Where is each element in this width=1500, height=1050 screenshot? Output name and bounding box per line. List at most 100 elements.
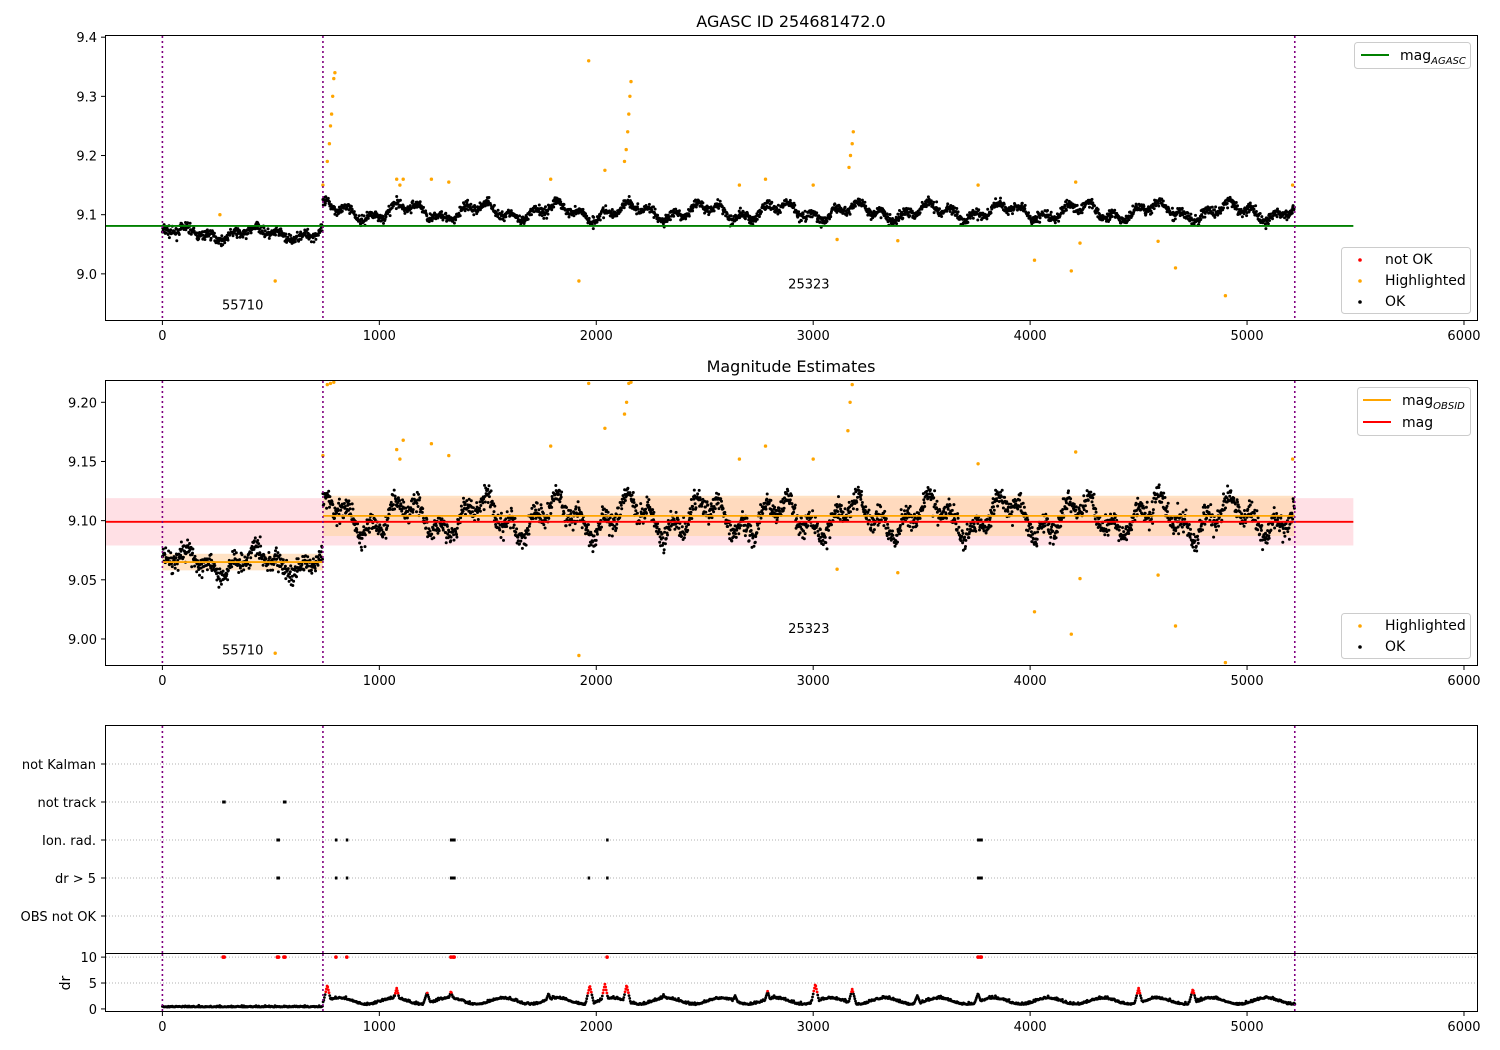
ok-point [1047, 522, 1051, 526]
ok-point [238, 558, 242, 562]
ok-point [314, 237, 318, 241]
ok-point [422, 516, 425, 520]
ok-point [1150, 211, 1154, 215]
ok-point [619, 503, 623, 507]
ok-point [591, 227, 595, 231]
ok-point [684, 217, 688, 221]
ok-point [259, 544, 263, 548]
highlighted-point [331, 94, 335, 99]
ok-point [801, 212, 805, 216]
ok-point [1019, 491, 1023, 495]
ok-point [526, 528, 530, 532]
ok-point [1023, 203, 1027, 207]
ok-point [415, 501, 419, 505]
ok-point [799, 516, 803, 520]
ok-point [725, 212, 729, 216]
ok-point [592, 215, 596, 219]
ok-point [687, 214, 691, 218]
ok-point [249, 556, 253, 560]
ok-point [1264, 227, 1268, 231]
ok-point [598, 218, 602, 222]
ok-point [1043, 524, 1047, 528]
ok-point [965, 522, 969, 526]
ok-point [950, 508, 954, 512]
ok-point [434, 524, 438, 527]
ok-point [843, 507, 847, 511]
ok-point [1001, 506, 1005, 510]
ok-point [1093, 204, 1096, 208]
ok-point [476, 518, 480, 521]
ok-point [355, 530, 359, 534]
ok-point [886, 526, 890, 530]
ok-point [249, 231, 253, 235]
ok-point [955, 528, 959, 532]
ok-point [984, 531, 988, 535]
ok-point [539, 503, 543, 507]
ok-point [1038, 216, 1042, 220]
ok-point [192, 226, 196, 230]
ok-point [501, 530, 505, 534]
ok-point [509, 526, 512, 530]
ok-point [264, 557, 268, 561]
ok-point [562, 511, 566, 515]
highlighted-point [848, 153, 853, 158]
ok-point [549, 512, 553, 515]
ok-point [863, 200, 867, 204]
ok-point [1152, 207, 1156, 211]
ok-point [782, 506, 786, 510]
ok-point [289, 564, 293, 568]
ok-point [368, 530, 371, 534]
ok-point [608, 516, 612, 520]
ok-point [932, 211, 936, 215]
ok-point [422, 205, 425, 209]
ok-point [1213, 215, 1217, 219]
ok-point [513, 516, 517, 520]
ok-point [173, 563, 177, 566]
ok-point [741, 510, 744, 514]
ok-point [440, 210, 444, 214]
ok-point [514, 530, 518, 534]
ok-point [201, 569, 205, 573]
ok-point [620, 206, 624, 210]
ok-point [964, 545, 967, 548]
ok-point [677, 209, 681, 213]
ok-point [562, 203, 566, 206]
ok-point [235, 236, 239, 239]
ok-point [731, 222, 735, 226]
ok-point [828, 536, 832, 540]
ok-point [961, 541, 965, 545]
ok-point [1042, 530, 1046, 534]
ok-point [328, 200, 331, 204]
ok-point [381, 535, 385, 539]
ok-point [712, 510, 716, 514]
ok-point [566, 210, 570, 214]
ok-point [416, 505, 420, 508]
ok-point [573, 204, 577, 208]
ok-point [1194, 213, 1197, 217]
ok-point [310, 571, 314, 575]
ok-point [1199, 218, 1203, 221]
ok-point [701, 201, 705, 205]
ok-point [1053, 221, 1057, 225]
legend-label-main: mag [1400, 48, 1431, 64]
ok-point [726, 525, 730, 528]
ok-point [209, 552, 213, 556]
ok-point [328, 495, 332, 499]
x-tick-label: 2000 [580, 329, 613, 344]
ok-point [829, 215, 833, 219]
ok-point [884, 517, 888, 521]
ok-point [645, 511, 648, 515]
ok-point [898, 532, 901, 536]
ok-point [469, 202, 473, 206]
ok-point [489, 489, 493, 493]
ok-point [806, 524, 810, 528]
ok-point [331, 503, 335, 507]
ok-point [534, 204, 538, 208]
ok-point [802, 537, 806, 541]
legend-marker-ok [1358, 300, 1362, 304]
ok-point [764, 507, 768, 511]
highlighted-point [628, 94, 632, 99]
highlighted-point [1069, 269, 1074, 273]
ok-point [384, 536, 388, 540]
ok-point [755, 217, 759, 221]
